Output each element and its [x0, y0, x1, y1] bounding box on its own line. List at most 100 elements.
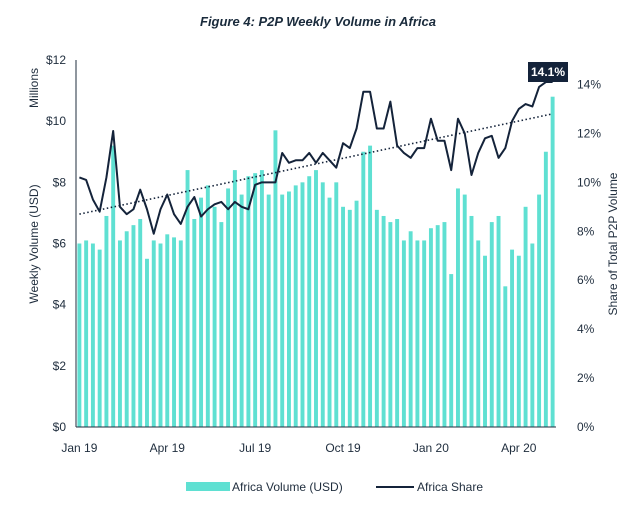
volume-bar: [117, 240, 122, 427]
share-line-group: [79, 81, 553, 235]
volume-bar: [428, 228, 433, 427]
volume-bar: [327, 197, 332, 428]
volume-bar: [395, 219, 400, 427]
volume-bar: [253, 173, 258, 427]
volume-bar: [483, 255, 487, 427]
y2-tick-label: 12%: [577, 126, 601, 140]
x-tick-label: Oct 19: [325, 441, 361, 455]
volume-bar: [415, 240, 420, 427]
volume-bar: [442, 222, 447, 427]
volume-bar: [368, 145, 373, 427]
volume-bar: [523, 206, 528, 427]
y-axis-title: Weekly Volume (USD): [27, 184, 41, 303]
y-tick-label: $2: [53, 359, 67, 373]
volume-bar: [341, 206, 345, 427]
volume-bar: [435, 225, 440, 427]
y2-tick-label: 6%: [577, 273, 595, 287]
legend-label-volume: Africa Volume (USD): [232, 480, 343, 494]
volume-bar: [84, 240, 89, 427]
volume-bar: [550, 96, 555, 427]
volume-bar: [259, 170, 264, 427]
y2-tick-label: 2%: [577, 371, 595, 385]
trendline: [79, 113, 553, 215]
callout-label: 14.1%: [531, 65, 565, 79]
trendline-group: [79, 113, 553, 215]
volume-bar: [503, 286, 508, 427]
volume-bar: [543, 151, 548, 427]
units-label: Millions: [27, 68, 41, 108]
share-line: [79, 81, 553, 235]
volume-bar: [185, 170, 190, 427]
legend-label-share: Africa Share: [417, 480, 483, 494]
volume-bar: [314, 170, 318, 427]
volume-bar: [489, 222, 494, 427]
volume-bar: [388, 222, 393, 427]
x-tick-label: Jan 19: [61, 441, 97, 455]
volume-bar: [408, 231, 413, 427]
x-tick-label: Apr 19: [150, 441, 186, 455]
chart-title: Figure 4: P2P Weekly Volume in Africa: [200, 14, 436, 29]
y-tick-label: $12: [46, 53, 66, 67]
volume-bar: [462, 194, 467, 427]
y2-tick-labels: 0% 2% 4% 6% 8% 10% 12% 14%: [577, 78, 601, 435]
legend-swatch-volume: [186, 482, 230, 491]
volume-bar: [226, 188, 231, 427]
bar-series: [77, 96, 555, 428]
volume-bar: [178, 240, 183, 427]
volume-bar: [347, 209, 352, 427]
volume-bar: [111, 145, 116, 427]
y2-tick-label: 8%: [577, 224, 595, 238]
x-tick-label: Jan 20: [413, 441, 449, 455]
y2-tick-label: 4%: [577, 322, 595, 336]
volume-bar: [138, 219, 143, 427]
y2-tick-label: 10%: [577, 175, 601, 189]
volume-bar: [469, 215, 474, 427]
volume-bar: [496, 215, 501, 427]
volume-bar: [239, 194, 244, 427]
volume-bar: [510, 249, 515, 427]
y-tick-label: $6: [53, 237, 67, 251]
volume-bar: [320, 182, 325, 427]
y-tick-label: $4: [53, 298, 67, 312]
y2-tick-label: 14%: [577, 78, 601, 92]
volume-bar: [151, 240, 156, 427]
volume-bar: [374, 209, 379, 427]
volume-bar: [334, 182, 339, 427]
volume-bar: [246, 176, 251, 427]
volume-bar: [212, 206, 217, 427]
volume-bar: [280, 194, 285, 427]
x-tick-labels: Jan 19 Apr 19 Jul 19 Oct 19 Jan 20 Apr 20: [61, 441, 536, 455]
volume-bar: [131, 225, 136, 427]
volume-bar: [77, 243, 82, 427]
volume-bar: [293, 185, 298, 427]
volume-bar: [307, 176, 312, 427]
volume-bar: [476, 240, 481, 427]
y-tick-labels: $0 $2 $4 $6 $8 $10 $12: [46, 53, 66, 434]
y2-tick-label: 0%: [577, 420, 595, 434]
volume-bar: [219, 222, 224, 427]
volume-bar: [449, 274, 454, 427]
volume-bar: [516, 255, 521, 427]
volume-bar: [273, 130, 278, 427]
volume-bar: [232, 170, 237, 427]
y-tick-label: $8: [53, 175, 67, 189]
volume-bar: [381, 215, 386, 427]
volume-bar: [199, 197, 204, 428]
callout-box: [528, 62, 568, 82]
volume-bar: [537, 194, 542, 427]
volume-bar: [104, 215, 109, 427]
callout: 14.1%: [528, 62, 568, 82]
volume-bar: [165, 234, 170, 427]
volume-bar: [456, 188, 460, 427]
volume-bar: [205, 185, 210, 427]
volume-bar: [172, 237, 176, 427]
volume-bar: [97, 249, 102, 427]
volume-bar: [266, 194, 271, 427]
volume-bar: [192, 219, 197, 427]
y-tick-label: $0: [53, 420, 67, 434]
legend: Africa Volume (USD) Africa Share: [186, 480, 483, 494]
volume-bar: [145, 258, 149, 427]
volume-bar: [90, 243, 95, 427]
volume-bar: [530, 243, 535, 427]
